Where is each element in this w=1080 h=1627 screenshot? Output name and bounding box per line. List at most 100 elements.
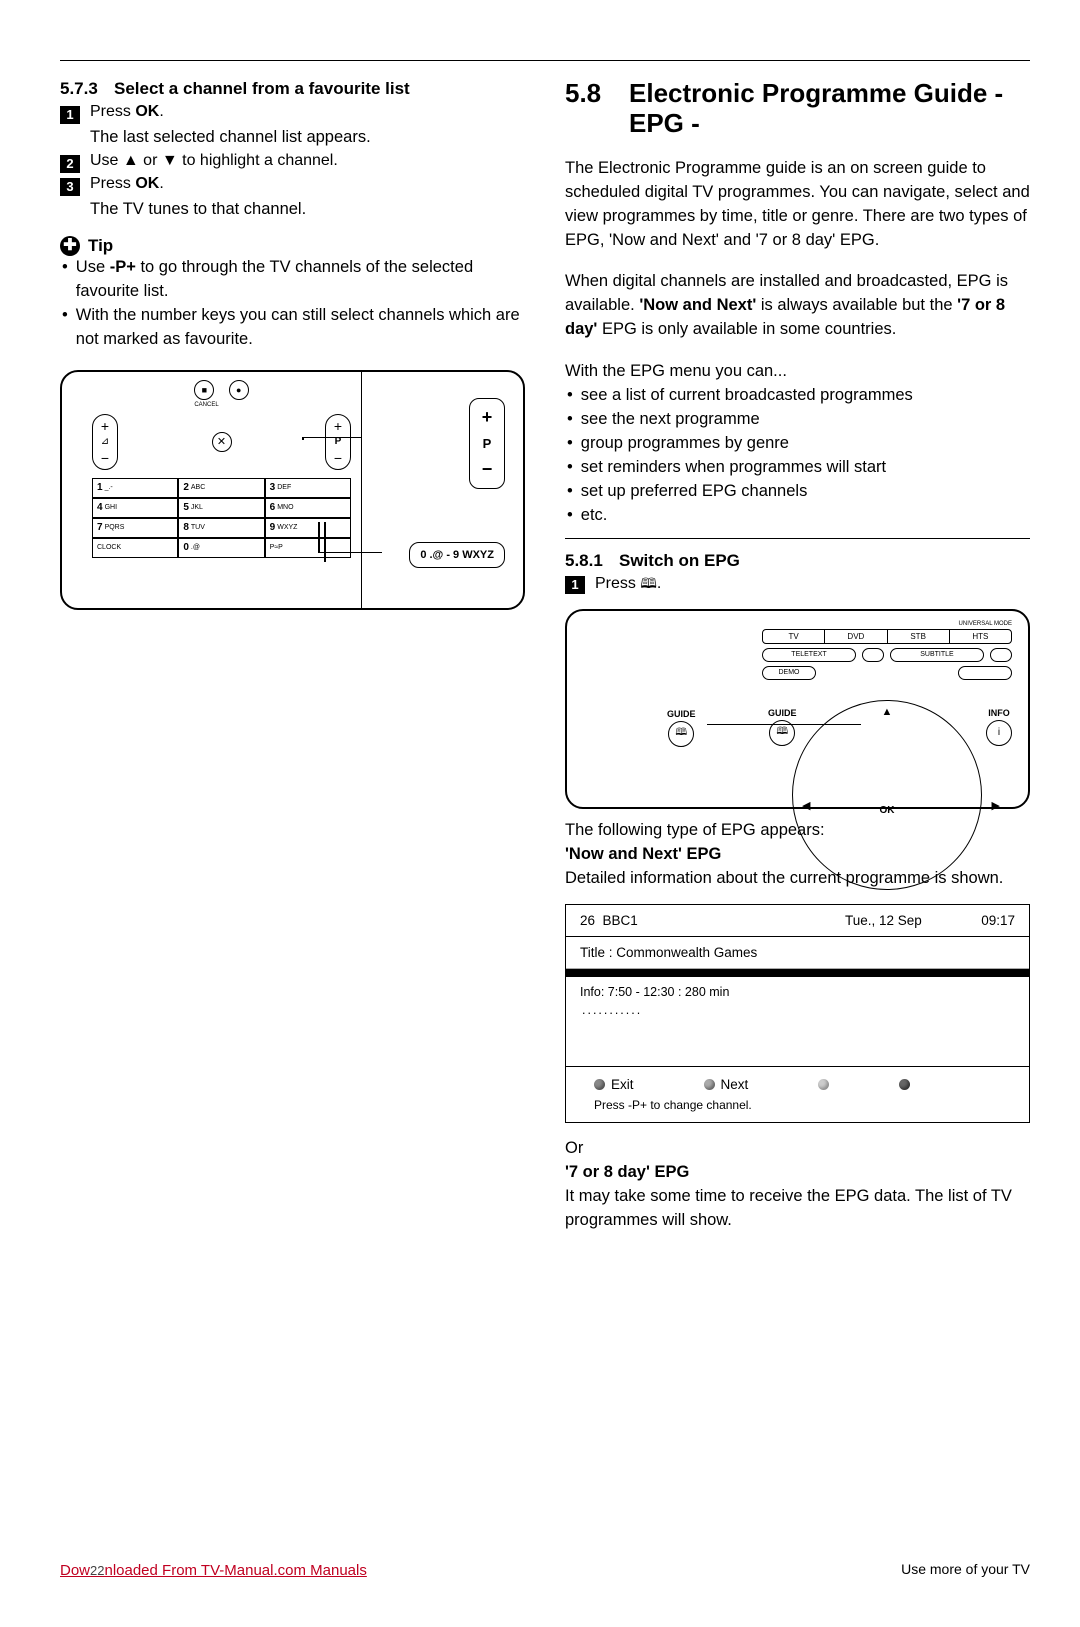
epg-hint: Press -P+ to change channel. [594,1098,1015,1112]
tip-heading: ✚ Tip [60,236,525,256]
step-text: Use ▲ or ▼ to highlight a channel. [90,152,525,173]
mute-icon: ✕ [212,432,232,452]
guide-callout-left: GUIDE 🕮 [667,709,696,747]
universal-mode-label: UNIVERSAL MODE [762,621,1012,627]
step-sub-text: The TV tunes to that channel. [90,198,525,222]
step-text: Press 🕮. [595,573,1030,597]
yellow-dot-icon [818,1079,829,1090]
p-callout: + P − [469,398,505,489]
keypad-key: 4GHI [92,498,178,518]
epg-list-item: set reminders when programmes will start [565,456,1030,480]
red-pill-icon [862,648,884,662]
cancel-button-icon: ■ [194,380,214,400]
epg-header-row: 26 BBC1 Tue., 12 Sep 09:17 [566,905,1029,937]
mode-option: HTS [950,630,1011,643]
number-keypad: 1_.-2ABC3DEF4GHI5JKL6MNO7PQRS8TUV9WXYZCL… [92,478,351,558]
menu-intro: With the EPG menu you can... [565,360,1030,384]
subtitle-button: SUBTITLE [890,648,984,662]
keypad-key: 8TUV [178,518,264,538]
footer-source-link[interactable]: Dow22nloaded From TV-Manual.com Manuals [60,1562,367,1579]
subsection-heading: 5.8.1Switch on EPG [565,551,1030,571]
main-heading: 5.8 Electronic Programme Guide - EPG - [565,79,1030,139]
tip-item: Use -P+ to go through the TV channels of… [60,256,525,304]
tip-item: With the number keys you can still selec… [60,304,525,352]
now-and-next-desc: Detailed information about the current p… [565,867,1030,891]
epg-list-item: group programmes by genre [565,432,1030,456]
epg-blue-button [899,1079,910,1090]
epg-list-item: set up preferred EPG channels [565,480,1030,504]
step-row: 2 Use ▲ or ▼ to highlight a channel. [60,152,525,173]
right-column: 5.8 Electronic Programme Guide - EPG - T… [565,79,1030,1233]
step-row: 3Press OK. [60,175,525,196]
blue-dot-icon [899,1079,910,1090]
up-arrow-icon: ▲ [882,706,893,718]
epg-next-button: Next [704,1077,749,1092]
tip-list: Use -P+ to go through the TV channels of… [60,256,525,352]
red-dot-icon [594,1079,605,1090]
main-heading-number: 5.8 [565,79,629,139]
green-pill-icon [990,648,1012,662]
mode-option: STB [888,630,950,643]
subsection-number: 5.8.1 [565,551,619,571]
epg-capability-list: see a list of current broadcasted progra… [565,384,1030,528]
record-button-icon: ● [229,380,249,400]
step-row: 1 Press 🕮. [565,573,1030,597]
or-text: Or [565,1137,1030,1161]
remote-diagram-2: GUIDE 🕮 UNIVERSAL MODE TVDVDSTBHTS TELET… [565,609,1030,809]
guide-book-icon: 🕮 [668,721,694,747]
guide-book-icon: 🕮 [640,575,657,591]
program-rocker: +P− [325,414,351,470]
seven-day-heading: '7 or 8 day' EPG [565,1161,1030,1185]
keypad-key: 3DEF [265,478,351,498]
remote-diagram-1: ■ CANCEL ● +⊿− ✕ +P− 1_.-2ABC3DEF 4GHI5JK… [60,370,525,610]
cancel-label: CANCEL [194,402,218,408]
left-arrow-icon: ◀ [802,799,810,812]
mode-option: TV [763,630,825,643]
ok-label: OK [880,805,895,816]
keypad-key: 0.@ [178,538,264,558]
section-number: 5.7.3 [60,79,114,99]
epg-progress-bar [566,969,1029,977]
step-sub-text: The last selected channel list appears. [90,126,525,150]
step-number-icon: 1 [60,106,80,124]
guide-book-icon: 🕮 [769,720,795,746]
guide-button-right: GUIDE 🕮 [768,708,797,746]
epg-list-item: see a list of current broadcasted progra… [565,384,1030,408]
keypad-key: 9WXYZ [265,518,351,538]
section-title: Select a channel from a favourite list [114,79,410,98]
mode-option: DVD [825,630,887,643]
tip-icon: ✚ [60,236,80,256]
step-text: Press OK. [90,103,525,124]
subsection-title: Switch on EPG [619,551,740,570]
mid-rule [565,538,1030,539]
epg-info-row: Info: 7:50 - 12:30 : 280 min ........... [566,977,1029,1067]
step-number-icon: 2 [60,155,80,173]
footer-chapter-label: Use more of your TV [901,1561,1030,1577]
keypad-key: P≈P [265,538,351,558]
step-number-icon: 3 [60,178,80,196]
mode-selector: TVDVDSTBHTS [762,629,1012,644]
keypad-key: 7PQRS [92,518,178,538]
epg-exit-button: Exit [594,1077,634,1092]
epg-footer-row: Exit Next Press -P+ to change channel. [566,1067,1029,1122]
keypad-key: 1_.- [92,478,178,498]
info-button: INFO i [986,708,1012,746]
epg-yellow-button [818,1079,829,1090]
seven-day-desc: It may take some time to receive the EPG… [565,1185,1030,1233]
info-icon: i [986,720,1012,746]
volume-rocker: +⊿− [92,414,118,470]
nav-ring [792,700,982,890]
step-number-icon: 1 [565,576,585,594]
left-column: 5.7.3Select a channel from a favourite l… [60,79,525,1233]
keypad-key: 2ABC [178,478,264,498]
epg-list-item: see the next programme [565,408,1030,432]
keypad-key: 6MNO [265,498,351,518]
keypad-key: 5JKL [178,498,264,518]
section-heading: 5.7.3Select a channel from a favourite l… [60,79,525,99]
step-row: 1 Press OK. [60,103,525,124]
demo-button: DEMO [762,666,816,680]
green-dot-icon [704,1079,715,1090]
top-rule [60,60,1030,61]
epg-screen-mock: 26 BBC1 Tue., 12 Sep 09:17 Title : Commo… [565,904,1030,1123]
keys-callout: 0 .@ - 9 WXYZ [409,542,505,568]
